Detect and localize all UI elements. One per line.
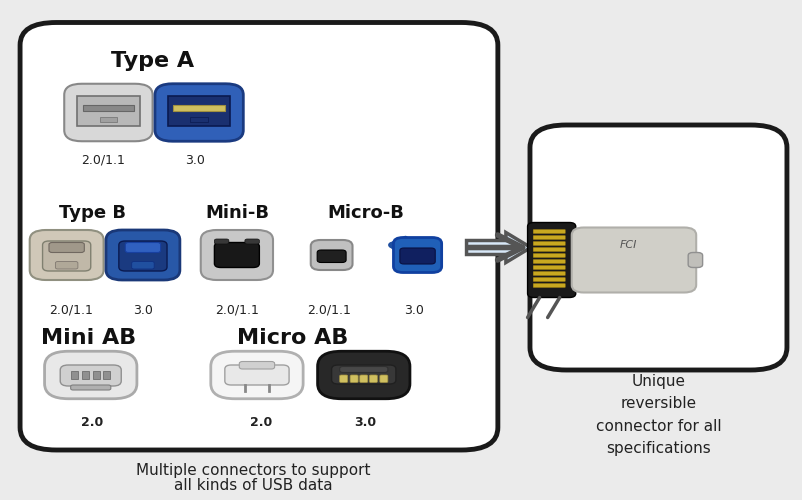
FancyBboxPatch shape xyxy=(339,366,387,372)
Text: 3.0: 3.0 xyxy=(403,304,423,316)
Text: 2.0/1.1: 2.0/1.1 xyxy=(307,304,350,316)
Bar xyxy=(77,96,140,126)
Text: 2.0/1.1: 2.0/1.1 xyxy=(81,154,124,166)
FancyBboxPatch shape xyxy=(225,365,289,385)
Text: Mini AB: Mini AB xyxy=(41,328,136,347)
Text: FCI: FCI xyxy=(618,240,636,250)
FancyBboxPatch shape xyxy=(106,230,180,280)
FancyBboxPatch shape xyxy=(369,375,377,382)
Text: Type A: Type A xyxy=(111,51,194,71)
FancyBboxPatch shape xyxy=(49,242,84,252)
Bar xyxy=(99,116,117,121)
FancyBboxPatch shape xyxy=(533,230,565,234)
Text: 3.0: 3.0 xyxy=(185,154,205,166)
FancyBboxPatch shape xyxy=(533,236,565,240)
FancyBboxPatch shape xyxy=(393,238,441,272)
FancyBboxPatch shape xyxy=(350,375,358,382)
FancyBboxPatch shape xyxy=(533,278,565,281)
FancyBboxPatch shape xyxy=(210,351,303,399)
FancyBboxPatch shape xyxy=(43,241,91,271)
FancyBboxPatch shape xyxy=(533,284,565,288)
FancyBboxPatch shape xyxy=(379,375,387,382)
FancyBboxPatch shape xyxy=(533,272,565,276)
Text: 2.0/1.1: 2.0/1.1 xyxy=(215,304,258,316)
FancyBboxPatch shape xyxy=(331,365,395,384)
Text: Unique
reversible
connector for all
specifications: Unique reversible connector for all spec… xyxy=(595,374,720,456)
FancyBboxPatch shape xyxy=(310,240,352,270)
FancyBboxPatch shape xyxy=(339,375,347,382)
FancyBboxPatch shape xyxy=(318,351,410,399)
FancyBboxPatch shape xyxy=(119,241,167,271)
FancyBboxPatch shape xyxy=(533,248,565,252)
Text: Micro-B: Micro-B xyxy=(326,204,403,222)
FancyBboxPatch shape xyxy=(533,266,565,270)
FancyBboxPatch shape xyxy=(533,242,565,246)
Polygon shape xyxy=(466,232,530,262)
FancyBboxPatch shape xyxy=(71,385,111,390)
FancyBboxPatch shape xyxy=(125,242,160,252)
FancyBboxPatch shape xyxy=(132,262,154,269)
Bar xyxy=(173,104,225,110)
Text: 3.0: 3.0 xyxy=(133,304,152,316)
FancyBboxPatch shape xyxy=(359,375,367,382)
FancyBboxPatch shape xyxy=(30,230,103,280)
FancyBboxPatch shape xyxy=(533,260,565,264)
Bar xyxy=(190,116,208,121)
FancyBboxPatch shape xyxy=(687,252,702,268)
FancyBboxPatch shape xyxy=(399,248,435,264)
Text: 3.0: 3.0 xyxy=(354,416,376,429)
FancyBboxPatch shape xyxy=(571,228,695,292)
FancyBboxPatch shape xyxy=(60,365,121,386)
Bar xyxy=(103,371,111,379)
Text: Micro AB: Micro AB xyxy=(237,328,348,347)
Bar xyxy=(168,96,230,126)
Text: Mini-B: Mini-B xyxy=(205,204,269,222)
Text: 2.0/1.1: 2.0/1.1 xyxy=(49,304,92,316)
FancyBboxPatch shape xyxy=(317,250,346,262)
FancyBboxPatch shape xyxy=(20,22,497,450)
Text: Type B: Type B xyxy=(59,204,126,222)
FancyBboxPatch shape xyxy=(214,239,229,244)
Text: Multiple connectors to support: Multiple connectors to support xyxy=(136,462,370,477)
Bar xyxy=(83,104,134,110)
FancyBboxPatch shape xyxy=(239,362,274,369)
FancyBboxPatch shape xyxy=(55,262,78,269)
Text: 2.0: 2.0 xyxy=(81,416,103,429)
FancyBboxPatch shape xyxy=(529,125,786,370)
FancyBboxPatch shape xyxy=(527,222,575,298)
Bar xyxy=(71,371,78,379)
Bar xyxy=(93,371,99,379)
FancyBboxPatch shape xyxy=(45,351,136,399)
FancyBboxPatch shape xyxy=(155,84,243,141)
FancyBboxPatch shape xyxy=(214,242,259,268)
FancyBboxPatch shape xyxy=(64,84,152,141)
Text: 2.0: 2.0 xyxy=(249,416,272,429)
FancyBboxPatch shape xyxy=(533,254,565,258)
Text: all kinds of USB data: all kinds of USB data xyxy=(173,478,332,492)
Bar xyxy=(82,371,88,379)
FancyBboxPatch shape xyxy=(200,230,273,280)
FancyBboxPatch shape xyxy=(245,239,259,244)
